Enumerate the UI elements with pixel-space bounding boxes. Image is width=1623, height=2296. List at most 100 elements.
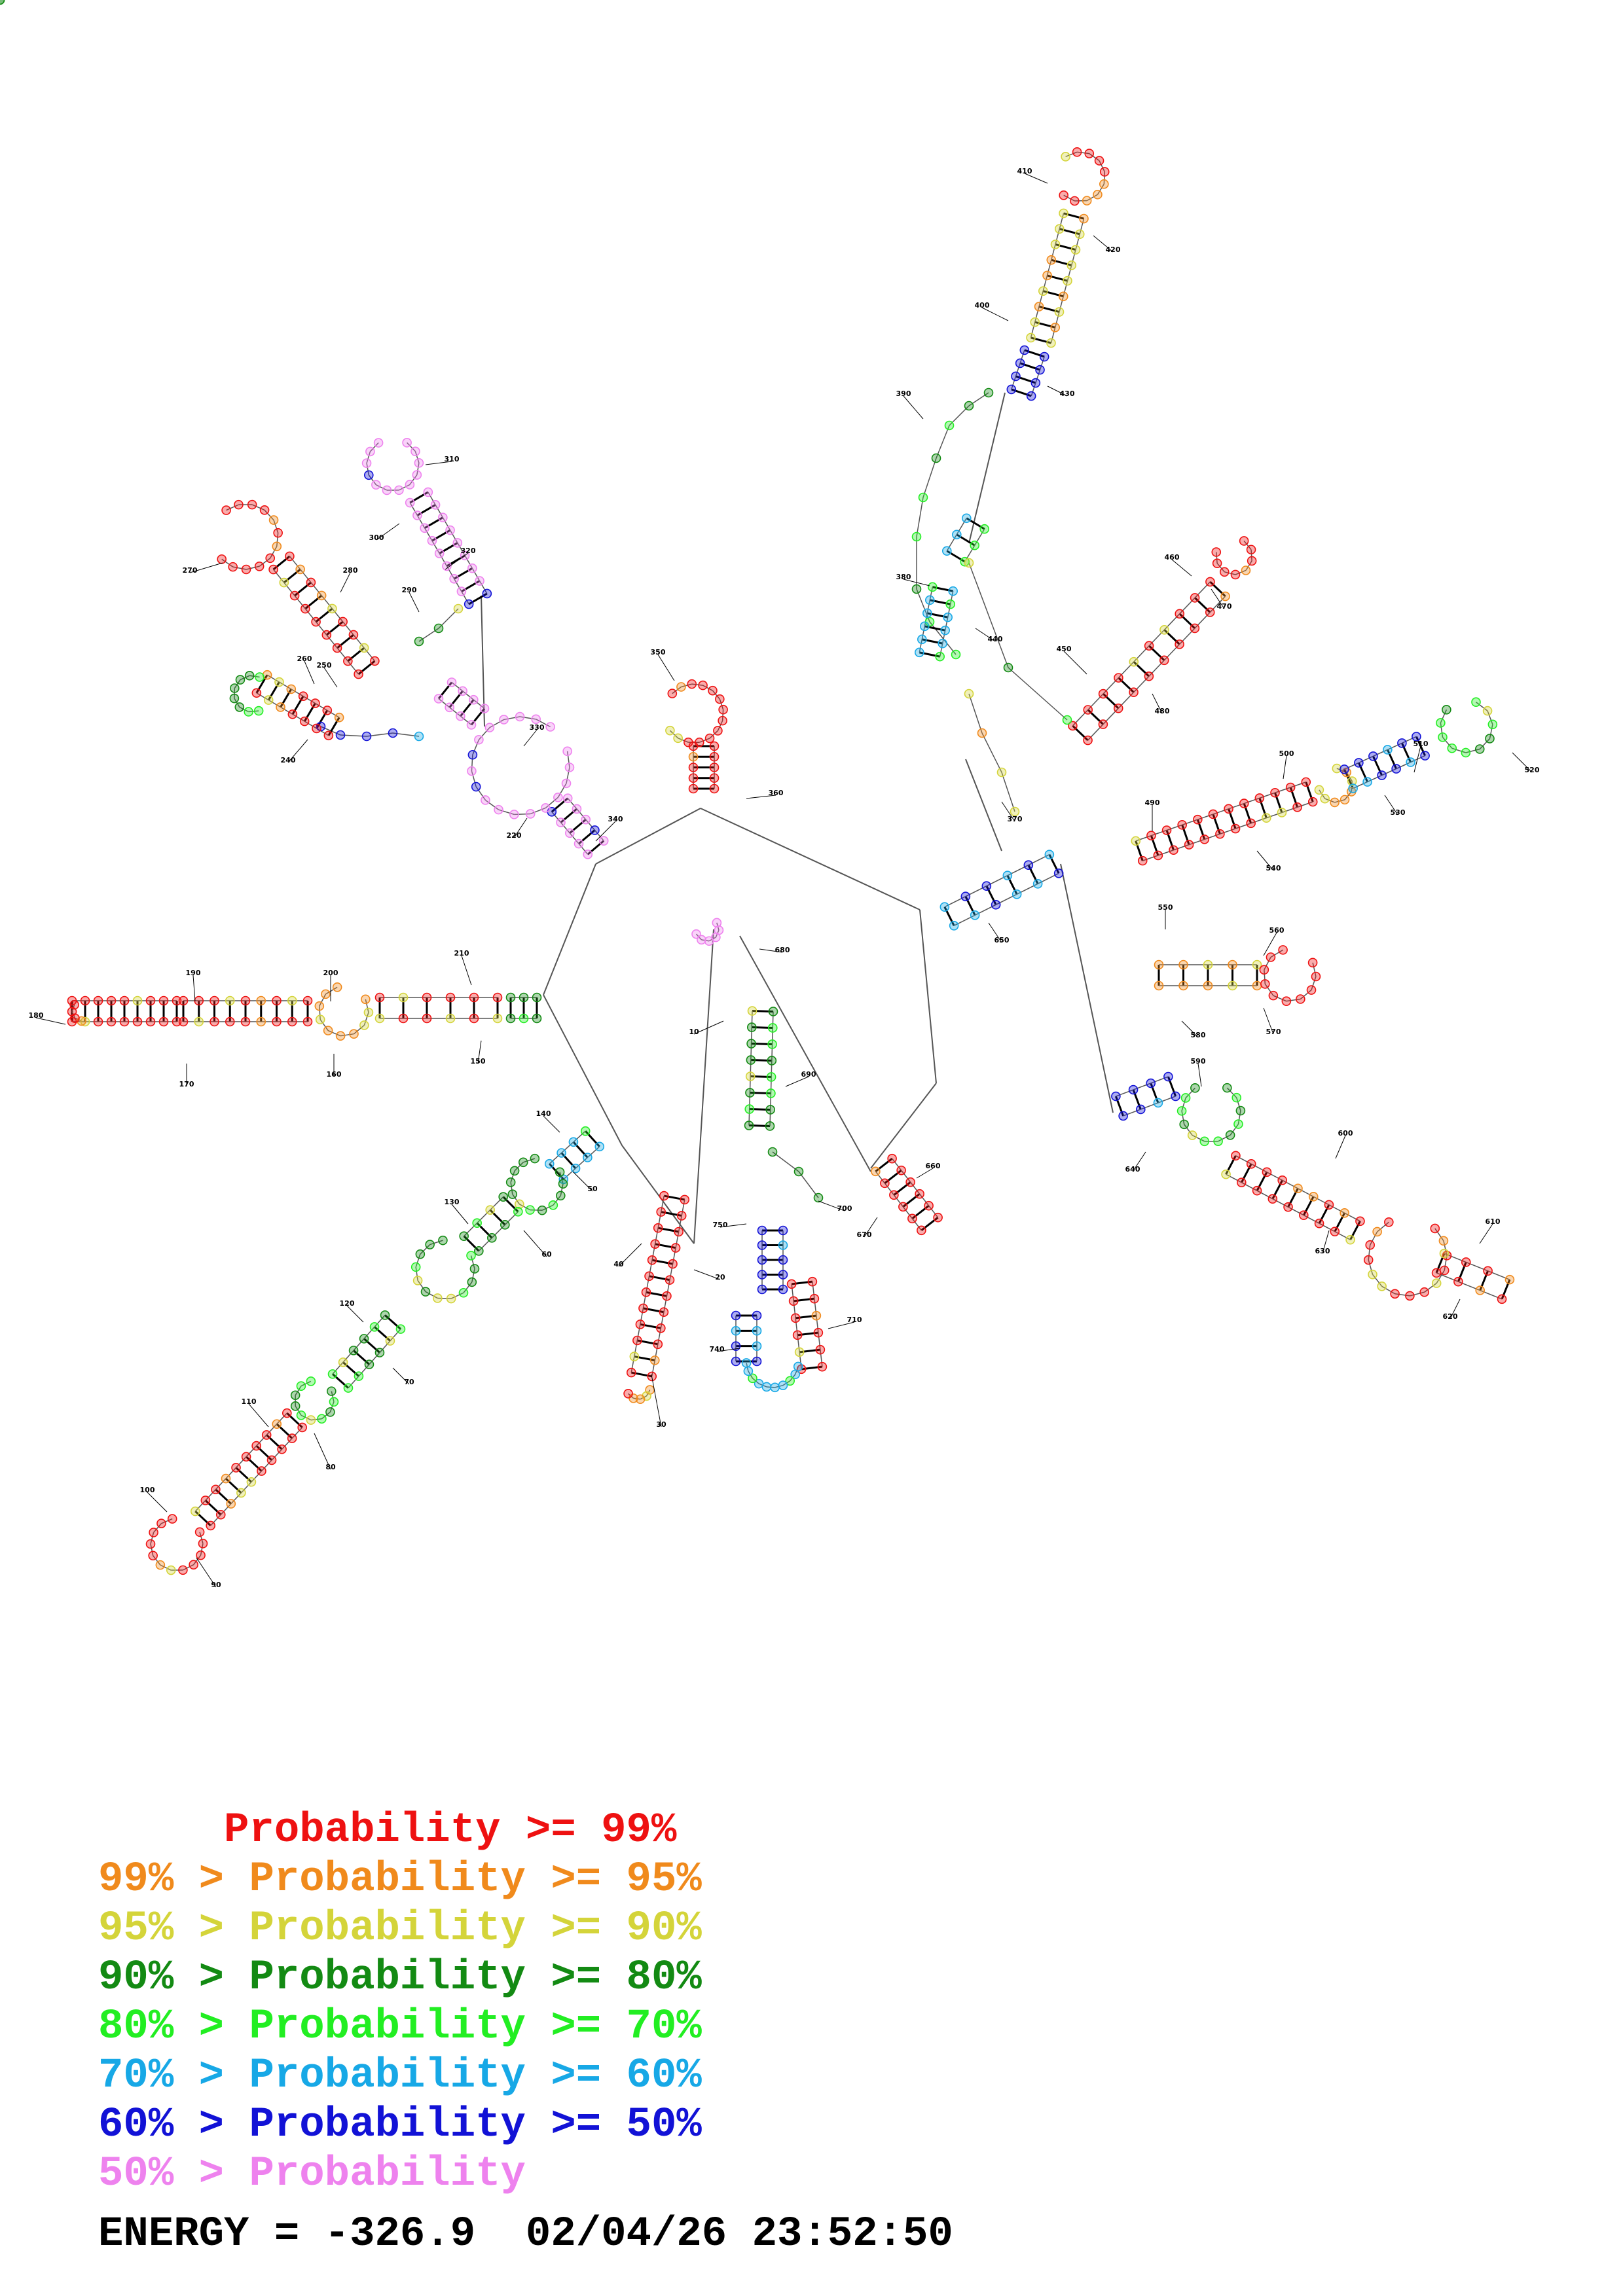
backbone-link (919, 909, 937, 1084)
nucleotide (1252, 960, 1262, 970)
nucleotide (1246, 818, 1256, 829)
nucleotide (713, 726, 723, 736)
base-pair (276, 1423, 293, 1439)
nucleotide (494, 804, 503, 815)
backbone-link (310, 1418, 322, 1421)
backbone-link (1008, 667, 1068, 721)
backbone-link (472, 739, 480, 755)
nucleotide (948, 586, 958, 596)
nucleotide (1146, 1078, 1156, 1088)
nucleotide (268, 564, 278, 575)
nucleotide (1283, 1202, 1293, 1212)
nucleotide (1447, 743, 1457, 753)
backbone-link (475, 786, 486, 800)
nucleotide (1180, 1093, 1191, 1103)
nucleotide (662, 1291, 672, 1301)
nucleotide (653, 1223, 663, 1233)
nucleotide (1006, 384, 1017, 395)
backbone-link (510, 1182, 513, 1194)
backbone-link (936, 425, 950, 459)
nucleotide (449, 573, 459, 584)
backbone-link (651, 1199, 685, 1377)
label-tick (1413, 745, 1421, 773)
backbone-link (510, 1170, 515, 1183)
base-pair (315, 607, 333, 623)
backbone-link (416, 463, 420, 475)
nucleotide (1137, 855, 1148, 866)
nucleotide (499, 715, 509, 725)
nucleotide (354, 669, 363, 679)
nucleotide (1061, 151, 1070, 162)
nucleotide (1070, 196, 1080, 206)
backbone-link (1273, 995, 1287, 1002)
backbone-link (916, 497, 924, 537)
nucleotide (445, 1013, 456, 1024)
nucleotide (1215, 829, 1225, 839)
nucleotide-number: 430 (1060, 389, 1075, 398)
nucleotide (925, 595, 935, 605)
nucleotide (1211, 547, 1222, 557)
backbone-link (1489, 724, 1493, 739)
nucleotide (254, 561, 264, 571)
nucleotide (951, 649, 961, 660)
nucleotide (580, 1126, 591, 1136)
legend-prefix: 60% > (98, 2102, 249, 2149)
backbone-link (1444, 1255, 1448, 1271)
backbone-link (702, 685, 713, 691)
nucleotide (745, 1071, 756, 1081)
nucleotide (767, 1056, 777, 1066)
base-pair (1118, 677, 1135, 693)
nucleotide-number: 380 (896, 573, 911, 581)
backbone-link (1050, 218, 1085, 344)
backbone-link (266, 674, 340, 718)
nucleotide (298, 691, 308, 702)
nucleotide (583, 1153, 593, 1162)
base-pair (1133, 661, 1150, 677)
nucleotide (731, 1326, 741, 1336)
nucleotide (498, 1192, 508, 1202)
nucleotide (359, 1334, 369, 1344)
nucleotide (310, 698, 320, 708)
nucleotide (1072, 147, 1082, 157)
nucleotide-number: 650 (994, 936, 1010, 944)
nucleotide (752, 1341, 762, 1351)
timestamp: 02/04/26 23:52:50 (525, 2211, 953, 2258)
nucleotide (871, 1166, 881, 1177)
nucleotide (385, 1336, 395, 1346)
nucleotide (1129, 656, 1139, 667)
nucleotide (1032, 879, 1043, 889)
nucleotide (276, 702, 285, 712)
backbone-link (1264, 969, 1266, 984)
nucleotide (420, 523, 429, 533)
label-tick (409, 592, 420, 613)
nucleotide (316, 590, 327, 601)
nucleotide (518, 1157, 528, 1168)
base-pair (255, 1444, 273, 1462)
nucleotide (1011, 371, 1021, 382)
nucleotide (1461, 747, 1471, 758)
nucleotide (1179, 1119, 1189, 1130)
nucleotide (167, 1514, 177, 1524)
base-pair (1006, 875, 1018, 895)
nucleotide (467, 766, 477, 776)
nucleotide (279, 577, 289, 588)
nucleotide (1252, 1185, 1262, 1196)
nucleotide (263, 695, 274, 705)
backbone-link (1377, 1221, 1389, 1232)
base-pair (1024, 349, 1045, 358)
nucleotide-number: 90 (211, 1581, 221, 1589)
base-pair (1196, 819, 1206, 840)
backbone-link (1344, 736, 1417, 770)
nucleotide (1220, 591, 1230, 601)
nucleotide (590, 825, 600, 835)
label-tick (1063, 651, 1087, 675)
nucleotide (1094, 156, 1104, 166)
nucleotide (708, 685, 718, 696)
nucleotide (785, 1376, 795, 1386)
nucleotide (172, 1016, 182, 1027)
nucleotide (911, 531, 922, 542)
nucleotide (287, 1433, 297, 1443)
nucleotide (964, 689, 974, 699)
nucleotide (1205, 577, 1215, 587)
nucleotide (287, 1016, 297, 1027)
